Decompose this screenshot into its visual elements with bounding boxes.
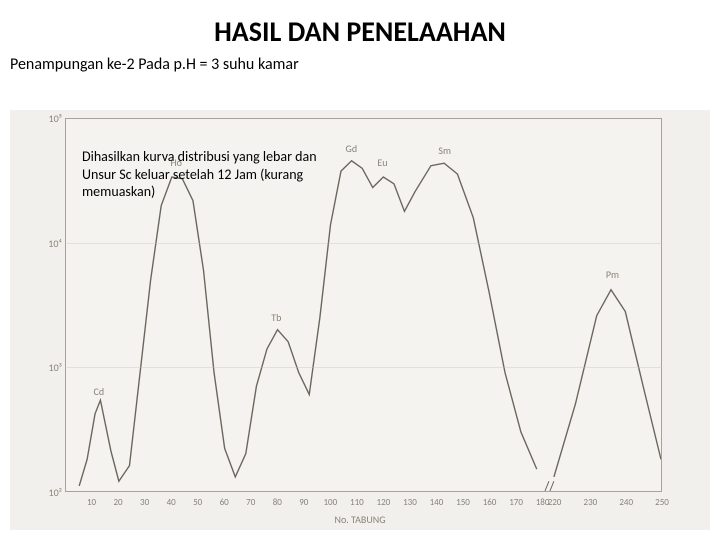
x-tick: 110 xyxy=(350,497,364,508)
x-tick: 160 xyxy=(483,497,497,508)
x-tick: 230 xyxy=(584,497,598,508)
page-subtitle: Penampungan ke-2 Pada p.H = 3 suhu kamar xyxy=(0,49,720,76)
x-tick: 20 xyxy=(114,497,123,508)
x-tick: 70 xyxy=(246,497,255,508)
x-tick: 50 xyxy=(193,497,202,508)
peak-label: Pm xyxy=(606,268,619,281)
annotation-line: memuaskan) xyxy=(82,183,317,201)
x-tick: 100 xyxy=(323,497,337,508)
page-title: HASIL DAN PENELAAHAN xyxy=(0,0,720,49)
y-tick: 10² xyxy=(40,486,62,499)
annotation-line: Dihasilkan kurva distribusi yang lebar d… xyxy=(82,148,317,166)
x-tick: 220 xyxy=(548,497,562,508)
x-tick: 130 xyxy=(403,497,417,508)
x-tick: 90 xyxy=(299,497,308,508)
x-tick: 140 xyxy=(430,497,444,508)
annotation-line: Unsur Sc keluar setelah 12 Jam (kurang xyxy=(82,166,317,184)
peak-label: Cd xyxy=(93,385,104,398)
x-tick: 120 xyxy=(377,497,391,508)
peak-label: Tb xyxy=(271,311,281,324)
y-tick: 10⁴ xyxy=(40,237,62,250)
x-tick: 10 xyxy=(87,497,96,508)
x-tick: 80 xyxy=(273,497,282,508)
x-tick: 170 xyxy=(509,497,523,508)
x-tick: 240 xyxy=(619,497,633,508)
x-tick: 250 xyxy=(655,497,669,508)
chart-annotation: Dihasilkan kurva distribusi yang lebar d… xyxy=(82,148,317,201)
y-tick: 10⁵ xyxy=(40,112,62,125)
x-tick: 40 xyxy=(167,497,176,508)
grid-line xyxy=(65,367,662,368)
peak-label: Gd xyxy=(346,142,358,155)
x-tick: 30 xyxy=(140,497,149,508)
x-tick: 150 xyxy=(456,497,470,508)
x-axis-label: No. TABUNG xyxy=(334,513,385,526)
peak-label: Eu xyxy=(377,156,387,169)
x-tick: 60 xyxy=(220,497,229,508)
peak-label: Sm xyxy=(438,144,451,157)
y-tick: 10³ xyxy=(40,361,62,374)
grid-line xyxy=(65,243,662,244)
